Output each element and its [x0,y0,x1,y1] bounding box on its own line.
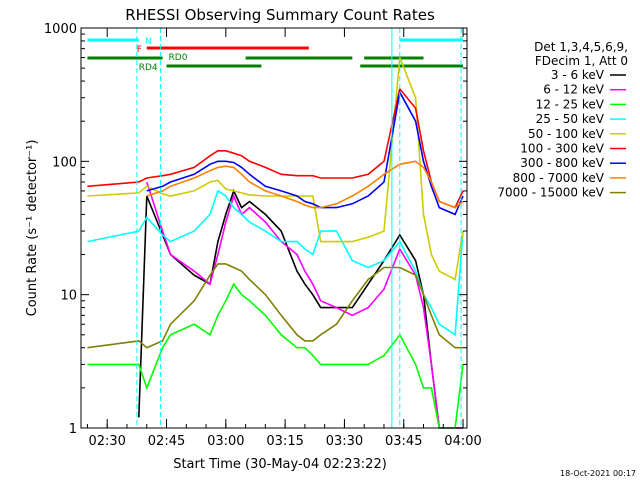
series-line [146,160,464,209]
y-tick-label: 1 [69,422,77,437]
x-tick-label: 04:00 [444,434,481,449]
state-bar-label: RD0 [169,53,188,63]
legend-entry: 6 - 12 keV [543,83,605,97]
series-line [87,87,464,209]
y-tick-label: 10 [60,289,77,304]
legend-header: FDecim 1, Att 0 [535,54,628,68]
series-line [87,189,464,337]
series-line [146,89,464,216]
legend-header: Det 1,3,4,5,6,9, [534,40,628,54]
x-tick-label: 02:30 [88,434,125,449]
y-axis: 1 10 100 1000 [44,22,467,437]
x-axis: 02:30 02:45 03:00 03:15 03:30 03:45 04:00 [86,28,482,449]
state-bar-label: F [137,45,142,55]
legend-entry: 50 - 100 keV [528,127,605,141]
x-tick-label: 03:45 [385,434,422,449]
series-line [138,188,463,429]
plot-frame [80,27,468,429]
x-tick-label: 02:45 [148,434,185,449]
series-line [146,181,463,429]
timestamp: 18-Oct-2021 00:17 [560,469,636,478]
series-lines [87,57,464,429]
legend-entry: 12 - 25 keV [536,97,605,111]
legend-entry: 100 - 300 keV [520,142,604,156]
state-bar-label: RD4 [139,63,158,73]
legend-entry: 800 - 7000 keV [513,171,605,185]
series-line [87,263,463,349]
state-bars: NF RD0 RD4 [87,37,464,73]
y-tick-label: 1000 [44,22,77,37]
attenuator-lines [136,28,462,428]
series-line [87,282,464,429]
y-tick-label: 100 [52,155,77,170]
state-bar-label: N [145,37,152,47]
legend-entry: 25 - 50 keV [536,112,605,126]
x-tick-label: 03:15 [266,434,303,449]
x-tick-label: 03:30 [326,434,363,449]
legend-entry: 3 - 6 keV [551,68,605,82]
legend-entry: 300 - 800 keV [520,156,604,170]
chart-title: RHESSI Observing Summary Count Rates [125,6,435,24]
legend-entry: 7000 - 15000 keV [497,186,604,200]
x-tick-label: 03:00 [207,434,244,449]
legend: Det 1,3,4,5,6,9,FDecim 1, Att 03 - 6 keV… [497,40,628,200]
y-axis-label: Count Rate (s⁻¹ detector⁻¹) [25,140,40,317]
x-axis-label: Start Time (30-May-04 02:23:22) [173,457,387,472]
